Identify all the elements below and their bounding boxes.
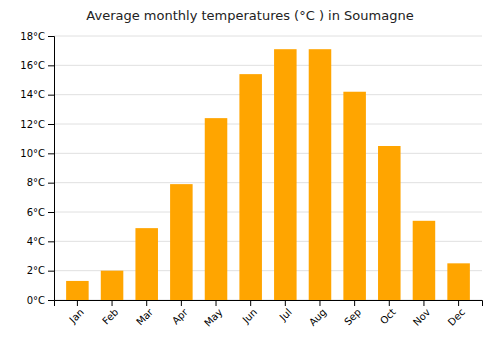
tick-mark: [112, 300, 113, 306]
y-tick: 0°C: [27, 295, 54, 306]
tick-label: 18°C: [20, 31, 45, 42]
tick-mark: [48, 124, 54, 125]
tick-label: Sep: [342, 306, 363, 327]
tick-mark: [181, 300, 182, 306]
grid-line: [54, 94, 482, 95]
x-tick: Jul: [277, 300, 294, 323]
tick-label: Feb: [100, 306, 120, 326]
tick-label: 14°C: [20, 89, 45, 100]
grid-line: [54, 124, 482, 125]
tick-label: 16°C: [20, 60, 45, 71]
bar: [101, 271, 124, 300]
tick-label: 8°C: [27, 177, 45, 188]
tick-label: Nov: [411, 306, 433, 328]
tick-label: May: [202, 306, 224, 328]
x-axis: Jan Feb Mar Apr May Jun Jul Aug Sep Oct Nov Dec: [55, 300, 483, 329]
grid-line: [54, 153, 482, 154]
tick-mark: [48, 36, 54, 37]
axis-line: [55, 301, 483, 307]
tick-mark: [48, 212, 54, 213]
tick-mark: [48, 153, 54, 154]
x-tick: Sep: [342, 300, 363, 327]
x-tick: Jun: [240, 300, 260, 326]
chart-container: Average monthly temperatures (°C ) in So…: [0, 0, 500, 350]
y-tick: 8°C: [27, 177, 54, 188]
tick-label: Mar: [134, 306, 156, 328]
bar: [66, 281, 89, 300]
chart-title: Average monthly temperatures (°C ) in So…: [86, 8, 413, 23]
y-tick: 2°C: [27, 265, 54, 276]
bar: [447, 263, 470, 300]
y-tick: 6°C: [27, 207, 54, 218]
tick-label: Aug: [307, 306, 329, 328]
tick-label: Dec: [446, 306, 467, 327]
x-tick: Feb: [100, 300, 120, 327]
bar: [343, 92, 366, 300]
y-tick: 16°C: [20, 60, 54, 71]
tick-label: 6°C: [27, 207, 45, 218]
tick-mark: [458, 300, 459, 306]
tick-mark: [48, 271, 54, 272]
y-tick: 12°C: [20, 119, 54, 130]
tick-label: 4°C: [27, 236, 45, 247]
bar: [378, 146, 401, 300]
y-tick: 4°C: [27, 236, 54, 247]
tick-label: Jul: [277, 306, 294, 323]
tick-mark: [389, 300, 390, 306]
grid: [54, 36, 482, 300]
x-tick: Nov: [411, 300, 433, 328]
tick-mark: [48, 241, 54, 242]
y-axis: 0°C 2°C 4°C 6°C 8°C 10°C 12°C 14°C 16°C 18°C: [20, 31, 54, 306]
tick-label: Jun: [240, 306, 260, 326]
tick-mark: [354, 300, 355, 306]
tick-label: 12°C: [20, 119, 45, 130]
tick-mark: [319, 300, 320, 306]
bar: [205, 118, 228, 300]
y-tick: 18°C: [20, 31, 54, 42]
tick-mark: [423, 300, 424, 306]
tick-mark: [285, 300, 286, 306]
tick-label: 10°C: [20, 148, 45, 159]
tick-mark: [250, 300, 251, 306]
bar: [239, 74, 262, 300]
x-tick: Mar: [134, 300, 156, 327]
grid-line: [54, 36, 482, 37]
tick-label: Jan: [66, 306, 85, 325]
bars: [66, 49, 470, 300]
bar: [274, 49, 297, 300]
grid-line: [54, 212, 482, 213]
axis-line: [48, 37, 55, 301]
x-tick: Aug: [307, 300, 329, 328]
tick-mark: [48, 95, 54, 96]
x-tick: May: [202, 300, 224, 329]
chart-svg: Average monthly temperatures (°C ) in So…: [0, 0, 500, 350]
tick-label: Apr: [170, 306, 191, 327]
y-tick: 10°C: [20, 148, 54, 159]
tick-label: 2°C: [27, 265, 45, 276]
x-tick: Apr: [170, 300, 191, 326]
x-tick: Dec: [446, 300, 467, 328]
tick-mark: [77, 300, 78, 306]
plot-area: 0°C 2°C 4°C 6°C 8°C 10°C 12°C 14°C 16°C 18°C Jan Fe…: [20, 31, 482, 329]
grid-line: [54, 65, 482, 66]
tick-mark: [48, 65, 54, 66]
tick-label: Oct: [378, 306, 398, 326]
grid-line: [54, 182, 482, 183]
tick-mark: [48, 300, 54, 301]
x-tick: Jan: [66, 300, 85, 326]
tick-mark: [216, 300, 217, 306]
y-tick: 14°C: [20, 89, 54, 100]
tick-label: 0°C: [27, 295, 45, 306]
bar: [413, 221, 436, 300]
tick-mark: [146, 300, 147, 306]
bar: [135, 228, 158, 300]
x-tick: Oct: [378, 300, 398, 326]
bar: [309, 49, 332, 300]
tick-mark: [48, 183, 54, 184]
bar: [170, 184, 193, 300]
